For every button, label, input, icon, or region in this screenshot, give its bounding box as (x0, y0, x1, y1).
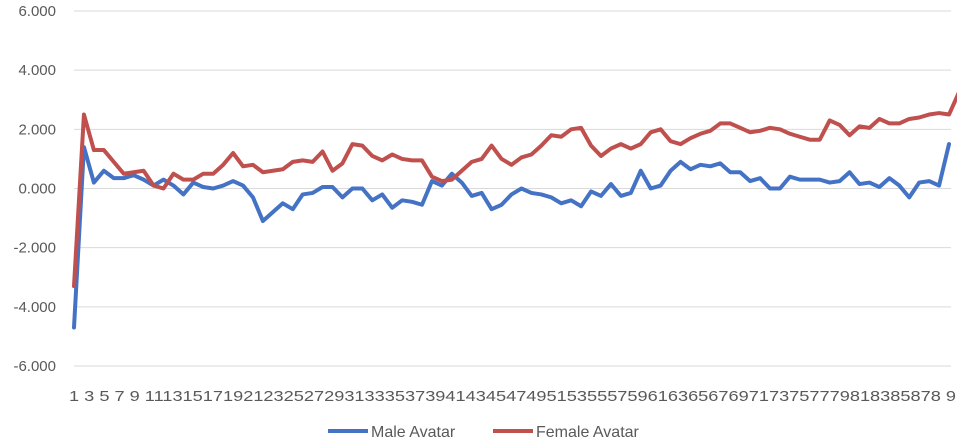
y-tick-label: 0.000 (18, 181, 56, 198)
y-tick-label: 2.000 (18, 121, 56, 138)
series-line-male-avatar (72, 142, 951, 330)
x-tick-labels: 1 3 5 7 9 111315171921232527293133353739… (69, 388, 956, 405)
x-axis: 1 3 5 7 9 111315171921232527293133353739… (69, 388, 956, 405)
series-lines (72, 91, 957, 330)
y-tick-label: 4.000 (18, 62, 56, 79)
legend-label-male-avatar: Male Avatar (371, 424, 456, 441)
y-tick-label: -4.000 (13, 299, 56, 316)
legend: Male Avatar Female Avatar (328, 424, 640, 441)
y-axis: 6.000 4.000 2.000 0.000 -2.000 -4.000 -6.000 (13, 3, 56, 375)
series-line-female-avatar (72, 91, 957, 289)
y-tick-label: -2.000 (13, 240, 56, 257)
y-tick-label: -6.000 (13, 358, 56, 375)
legend-label-female-avatar: Female Avatar (536, 424, 640, 441)
y-tick-label: 6.000 (18, 3, 56, 20)
